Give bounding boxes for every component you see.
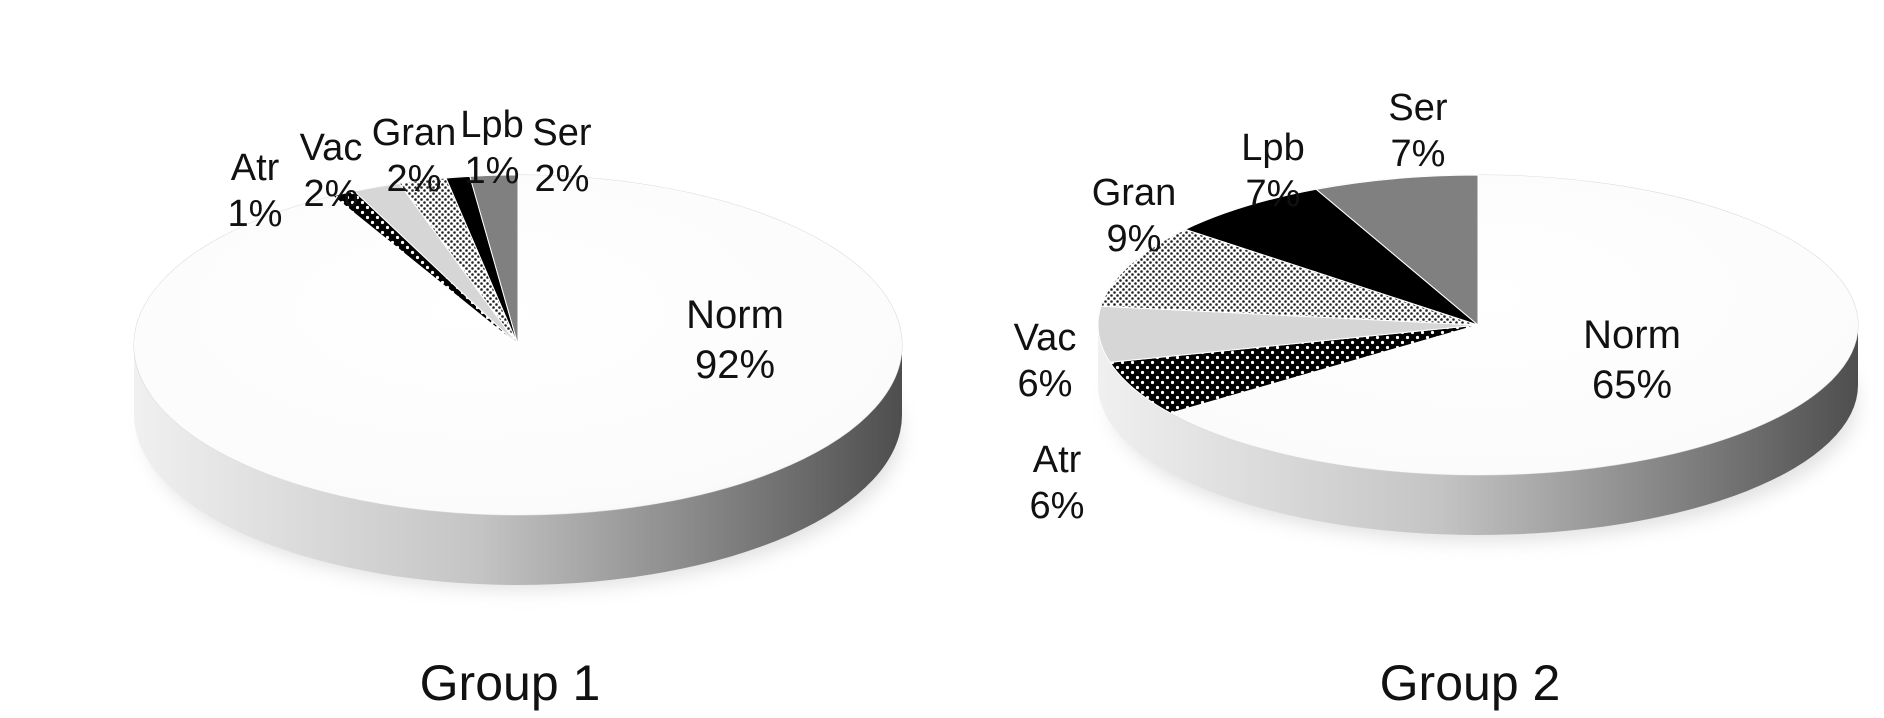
slice-label-vac: Vac — [1014, 317, 1077, 359]
slice-label-gran: Gran — [1092, 172, 1176, 214]
slice-value-ser: 2% — [535, 158, 590, 200]
slice-label-norm: Norm — [1583, 313, 1681, 357]
slice-value-lpb: 7% — [1246, 173, 1301, 215]
slice-label-ser: Ser — [1388, 87, 1447, 129]
slice-label-atr: Atr — [1033, 439, 1082, 481]
chart-title: Group 2 — [1380, 655, 1561, 711]
slice-value-norm: 92% — [695, 343, 775, 387]
slice-value-atr: 1% — [228, 193, 283, 235]
pie-slice-ser — [1315, 174, 1479, 327]
slice-label-lpb: Lpb — [460, 104, 523, 146]
pie-slice-ser — [469, 174, 519, 346]
slice-value-vac: 2% — [304, 173, 359, 215]
slice-value-norm: 65% — [1592, 363, 1672, 407]
slice-value-gran: 2% — [387, 158, 442, 200]
pie-slice-vac — [1097, 305, 1479, 363]
pie-slice-norm — [1170, 175, 1858, 476]
chart-title: Group 1 — [420, 655, 601, 711]
slice-label-norm: Norm — [686, 293, 784, 337]
pie-slice-gran — [1100, 228, 1479, 326]
slice-value-ser: 7% — [1391, 133, 1446, 175]
slice-label-gran: Gran — [372, 112, 456, 154]
slice-label-vac: Vac — [300, 127, 363, 169]
slice-label-lpb: Lpb — [1241, 127, 1304, 169]
pie-side — [1098, 325, 1858, 535]
slice-value-vac: 6% — [1018, 363, 1073, 405]
slice-value-lpb: 1% — [465, 150, 520, 192]
slice-label-ser: Ser — [532, 112, 591, 154]
slice-label-atr: Atr — [231, 147, 280, 189]
slice-value-gran: 9% — [1107, 218, 1162, 260]
pie-slice-lpb — [1183, 188, 1479, 326]
slice-value-atr: 6% — [1030, 485, 1085, 527]
pie-slice-atr — [1109, 324, 1479, 414]
pie-side — [134, 345, 902, 585]
